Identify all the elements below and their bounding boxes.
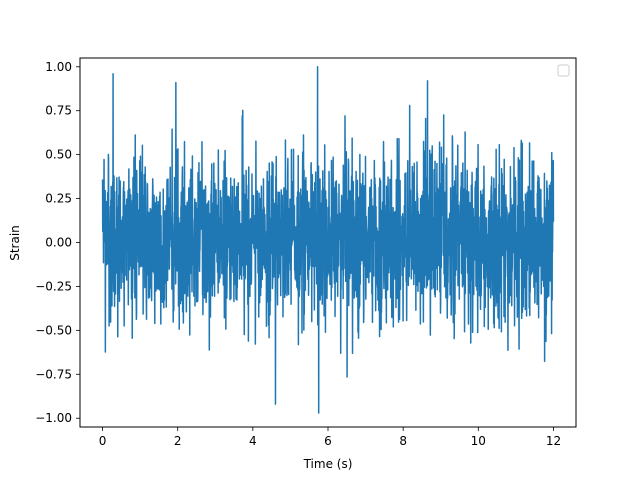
x-tick-label: 4 <box>249 434 257 448</box>
y-axis-title: Strain <box>8 225 22 261</box>
x-axis-ticks: 0 2 4 6 8 10 12 <box>99 427 561 448</box>
y-tick-label: 0.25 <box>45 192 72 206</box>
y-tick-label: −0.25 <box>35 279 72 293</box>
y-tick-label: 1.00 <box>45 60 72 74</box>
y-tick-label: 0.50 <box>45 148 72 162</box>
x-tick-label: 0 <box>99 434 107 448</box>
strain-series-line <box>101 66 555 414</box>
x-tick-label: 10 <box>471 434 486 448</box>
y-tick-label: 0.00 <box>45 236 72 250</box>
x-tick-label: 6 <box>324 434 332 448</box>
y-tick-label: −1.00 <box>35 411 72 425</box>
x-axis-title: Time (s) <box>303 457 353 471</box>
x-tick-label: 12 <box>546 434 561 448</box>
y-tick-label: 0.75 <box>45 104 72 118</box>
y-tick-label: −0.50 <box>35 323 72 337</box>
x-tick-label: 2 <box>174 434 182 448</box>
legend-box <box>557 64 570 77</box>
y-axis-ticks: −1.00 −0.75 −0.50 −0.25 0.00 0.25 0.50 0.75 1.00 <box>35 60 80 425</box>
x-tick-label: 8 <box>399 434 407 448</box>
series-layer <box>101 66 555 414</box>
y-tick-label: −0.75 <box>35 367 72 381</box>
